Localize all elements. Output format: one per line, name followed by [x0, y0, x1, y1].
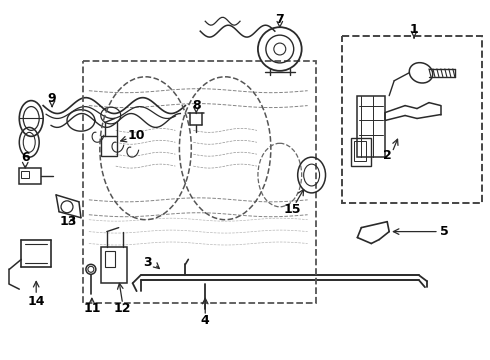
- Text: 5: 5: [441, 225, 449, 238]
- Bar: [343, 36, 482, 203]
- Text: 13: 13: [59, 215, 77, 228]
- Text: 4: 4: [201, 314, 210, 327]
- Text: 7: 7: [275, 13, 284, 26]
- Text: 6: 6: [21, 151, 29, 164]
- Text: 8: 8: [192, 99, 200, 112]
- Bar: [354, 141, 367, 161]
- Bar: [19, 168, 41, 184]
- Bar: [357, 96, 385, 157]
- Text: 2: 2: [383, 149, 392, 162]
- Text: 9: 9: [48, 92, 56, 105]
- Text: 15: 15: [284, 203, 301, 216]
- Text: 14: 14: [27, 294, 45, 307]
- Bar: [21, 171, 29, 178]
- Bar: [101, 136, 117, 156]
- Text: 11: 11: [83, 302, 100, 315]
- Bar: [83, 61, 316, 303]
- Bar: [105, 251, 115, 267]
- Bar: [351, 138, 371, 166]
- Text: 3: 3: [143, 256, 152, 269]
- Bar: [101, 247, 127, 283]
- Text: 10: 10: [128, 129, 146, 142]
- Text: 1: 1: [410, 23, 418, 36]
- Text: 12: 12: [114, 302, 131, 315]
